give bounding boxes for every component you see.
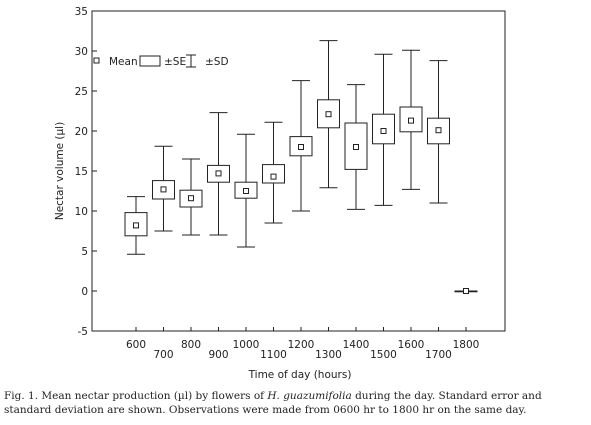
legend-se-label: ±SE [164,56,186,68]
mean-marker [243,188,249,194]
mean-marker [325,111,332,118]
x-tick-label: 1500 [370,349,397,361]
y-tick-label: 30 [75,46,88,58]
box-series [124,40,478,294]
nectar-box-chart: -5 0 5 10 15 20 25 30 35 600 700 800 900 10001100120… [54,6,506,381]
box-item [262,121,285,224]
box-item [289,80,313,212]
mean-marker [408,117,414,124]
legend-se-box [139,55,161,67]
mean-marker [380,128,387,134]
y-axis-title: Nectar volume (µl) [54,122,66,220]
x-tick-label: 900 [208,349,228,361]
box-item [399,49,423,190]
x-tick-label: 700 [153,349,173,361]
box-item [454,288,478,294]
box-item [372,53,395,206]
x-tick-label: 1700 [425,349,452,361]
x-tick-label: 1600 [398,339,425,351]
mean-marker [353,144,359,150]
y-tick-label: 25 [75,86,88,98]
box-item [152,145,175,232]
mean-marker [435,127,442,134]
x-tick-label: 600 [126,339,146,351]
figure-caption: Fig. 1. Mean nectar production (µl) by f… [4,389,587,417]
x-tick-label: 800 [181,339,201,351]
mean-marker [188,195,194,202]
box-item [207,112,230,236]
mean-marker [160,186,167,193]
box-item [234,133,258,248]
legend-mean-label: Mean [109,56,138,68]
legend: Mean ±SE ±SD [93,54,229,68]
x-tick-label: 1400 [343,339,370,351]
mean-marker [298,144,304,150]
x-tick-label: 1300 [315,349,342,361]
mean-marker [133,222,139,229]
x-tick-label: 1200 [288,339,315,351]
x-axis-title: Time of day (hours) [248,369,352,381]
x-tick-label: 1800 [453,339,480,351]
y-tick-label: 20 [75,126,88,138]
y-axis: -5 0 5 10 15 20 25 30 35 [75,6,97,338]
box-item [344,84,368,210]
y-tick-label: -5 [78,326,88,338]
x-tick-label: 1000 [233,339,260,351]
legend-sd-label: ±SD [205,56,229,68]
y-tick-label: 0 [81,286,88,298]
y-tick-label: 15 [75,166,88,178]
caption-species: H. guazumifolia [267,390,352,402]
y-tick-label: 35 [75,6,88,18]
mean-marker [215,170,222,177]
y-tick-label: 10 [75,206,88,218]
box-item [124,196,148,255]
caption-prefix: Fig. 1. Mean nectar production (µl) by f… [4,390,268,402]
y-tick-label: 5 [81,246,88,258]
legend-mean-marker [93,57,100,64]
box-item [427,60,450,204]
mean-marker [270,173,277,180]
x-axis: 600 700 800 900 1000110012001300140015001600… [126,327,479,361]
box-item [179,158,203,236]
box-item [317,40,340,189]
caption-suffix: during the day. Standard error and stand… [4,390,542,416]
mean-marker [463,288,469,294]
x-tick-label: 1100 [260,349,287,361]
